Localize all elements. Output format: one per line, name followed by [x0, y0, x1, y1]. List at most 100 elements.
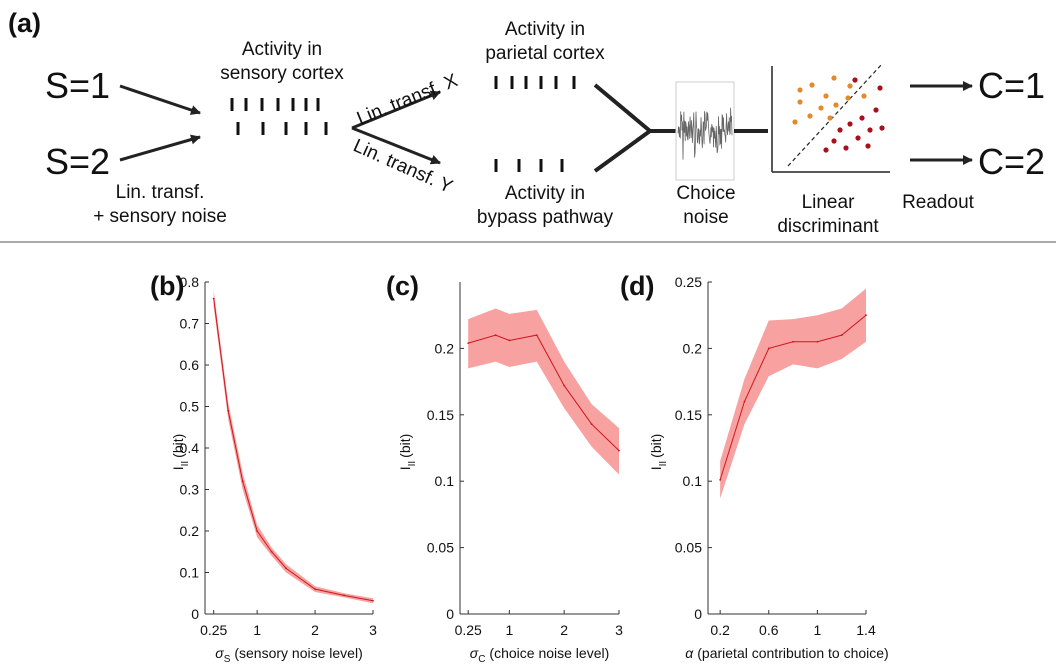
choice-1-label: C=1 [978, 65, 1045, 106]
sensory-cortex-label-line1: Activity in [242, 39, 322, 60]
class-2-dot [865, 143, 871, 149]
y-axis-label-main: I [170, 466, 186, 470]
discriminant-label-line1: Linear [802, 192, 855, 213]
data-point [212, 297, 215, 300]
y-tick-label: 0 [191, 606, 199, 622]
x-axis-label-symbol: α [685, 645, 694, 661]
chart-b: 0 0.1 0.2 0.3 0.4 0.5 0.6 0.7 0.8 0.25 1 2 3 (b) III (b… [150, 271, 377, 665]
lin-transf-x-label: Lin. transf. X [354, 70, 461, 130]
class-1-dot [847, 83, 853, 89]
y-tick-label: 0.1 [180, 565, 200, 581]
class-2-dot [855, 135, 861, 141]
x-axis-label: α (parietal contribution to choice) [685, 645, 888, 661]
data-point [743, 400, 746, 403]
y-tick-label: 0 [694, 606, 702, 622]
y-tick-label: 0.2 [180, 523, 200, 539]
y-tick-label: 0.7 [180, 316, 200, 332]
readout-label: Readout [902, 192, 975, 213]
class-1-dot [861, 93, 867, 99]
class-2-dot [867, 127, 873, 133]
class-2-dot [879, 125, 885, 131]
y-tick-label: 0.5 [180, 399, 200, 415]
x-axis-label-text: (parietal contribution to choice) [697, 645, 888, 661]
x-tick-label: 1 [813, 622, 821, 638]
panel-letter: (b) [150, 271, 184, 301]
y-axis-label: III (bit) [397, 434, 418, 471]
panel-a: (a) S=1 S=2 Lin. transf. + sensory noise… [8, 8, 1045, 237]
y-tick-label: 0.25 [675, 274, 702, 290]
y-tick-label: 0.2 [435, 340, 455, 356]
stimulus-2-label: S=2 [45, 141, 110, 182]
lin-transf-y-label: Lin. transf. Y [350, 135, 456, 198]
data-point [285, 567, 288, 570]
y-tick-label: 0.8 [180, 274, 200, 290]
y-axis-label-sub: II [407, 461, 418, 467]
class-2-dot [837, 127, 843, 133]
x-tick-label: 3 [369, 622, 377, 638]
bypass-label-line1: Activity in [505, 183, 585, 204]
y-axis-label-sub: II [180, 461, 191, 467]
y-tick-label: 0 [446, 606, 454, 622]
panel-letter: (c) [386, 271, 419, 301]
data-point [840, 334, 843, 337]
data-point [314, 588, 316, 590]
confidence-band [468, 308, 619, 475]
choice-noise-trace [677, 107, 733, 160]
data-point [227, 409, 230, 412]
class-1-dot [807, 113, 813, 119]
choice-noise-label-line1: Choice [676, 183, 735, 204]
x-axis-label-text: (choice noise level) [489, 645, 609, 661]
class-1-dot [792, 119, 798, 125]
bypass-label-line2: bypass pathway [477, 207, 614, 228]
x-axis-label: σS (sensory noise level) [215, 645, 363, 665]
sensory-spike-raster [230, 98, 328, 135]
class-1-dot [809, 82, 815, 88]
choice-2-label: C=2 [978, 141, 1045, 182]
data-point [618, 449, 620, 452]
arrow-to-bypass [351, 126, 441, 165]
x-axis-label-symbol: σ [215, 645, 224, 661]
parietal-spike-raster [494, 76, 576, 89]
data-point [563, 384, 566, 387]
x-tick-label: 1 [253, 622, 261, 638]
y-axis-label-main: I [397, 466, 413, 470]
class-2-dot [873, 107, 879, 113]
y-tick-label: 0.1 [435, 473, 455, 489]
y-tick-label: 0.2 [683, 340, 703, 356]
y-tick-label: 0.05 [427, 540, 454, 556]
data-point [494, 334, 497, 337]
arrow-s1-to-sensory [119, 84, 201, 115]
data-point [590, 423, 593, 425]
class-1-dot [823, 93, 829, 99]
class-2-dot [859, 115, 865, 121]
data-point [256, 530, 259, 532]
data-point [241, 480, 244, 483]
chart-c: 0 0.05 0.1 0.15 0.2 0.25 1 2 3 (c) III (bit) σC (choi… [386, 271, 623, 665]
y-tick-label: 0.15 [427, 407, 454, 423]
class-1-dot [818, 105, 824, 111]
data-point [508, 339, 511, 342]
y-tick-label: 0.4 [180, 440, 200, 456]
x-tick-label: 0.25 [200, 622, 227, 638]
class-1-dot [833, 102, 839, 108]
class-2-dot [823, 147, 829, 153]
class-2-dot [877, 85, 883, 91]
class-1-dot [797, 87, 803, 93]
y-axis-label-sub: II [658, 461, 669, 467]
discriminant-boundary [787, 63, 883, 167]
panel-a-letter: (a) [8, 8, 41, 38]
class-1-dot [831, 75, 837, 81]
data-point [343, 594, 345, 597]
x-tick-label: 2 [560, 622, 568, 638]
sensory-transform-label-line1: Lin. transf. [116, 182, 205, 203]
x-tick-label: 0.2 [710, 622, 730, 638]
y-tick-label: 0.6 [180, 357, 200, 373]
discriminant-label-line2: discriminant [777, 216, 879, 237]
x-tick-label: 3 [615, 622, 623, 638]
x-tick-label: 2 [311, 622, 319, 638]
x-axis-label-sub: C [478, 654, 485, 665]
class-2-dot [831, 138, 837, 144]
confidence-band [720, 288, 866, 499]
data-point [270, 550, 273, 553]
discriminant-scatter [792, 75, 885, 153]
